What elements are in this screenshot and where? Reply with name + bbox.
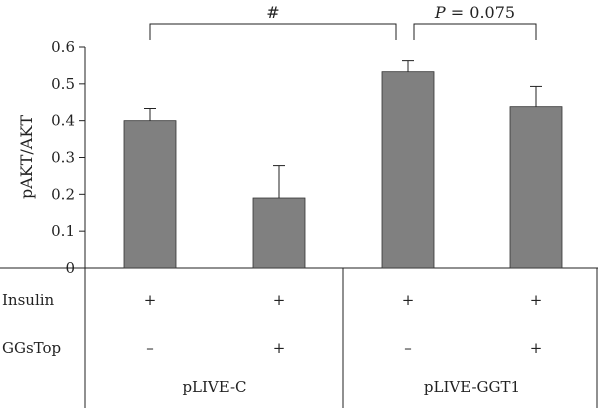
bar <box>509 106 563 269</box>
condition-symbol: + <box>402 291 415 309</box>
y-tick-label: 0.2 <box>51 185 75 203</box>
condition-label: Insulin <box>2 291 55 309</box>
y-axis: 0 0.1 0.2 0.3 0.4 0.5 0.6 <box>51 38 86 277</box>
condition-label: GGsTop <box>2 339 61 357</box>
significance-label: P = 0.075 <box>434 3 515 22</box>
significance-bracket <box>413 23 537 40</box>
condition-symbol: – <box>146 339 154 357</box>
bars <box>123 60 563 269</box>
condition-symbol: + <box>530 291 543 309</box>
bar <box>252 197 306 269</box>
y-tick-label: 0 <box>65 259 75 277</box>
y-axis-title: pAKT/AKT <box>17 115 36 199</box>
condition-symbol: + <box>530 339 543 357</box>
group-labels: pLIVE-C pLIVE-GGT1 <box>182 378 520 396</box>
condition-symbol: + <box>273 291 286 309</box>
significance-label: # <box>266 3 279 22</box>
y-tick-label: 0.4 <box>51 112 75 130</box>
y-tick-label: 0.6 <box>51 38 75 56</box>
significance-bracket <box>149 23 397 40</box>
significance-annotations: # P = 0.075 <box>149 3 537 40</box>
condition-rows: Insulin + + + + GGsTop – + – + <box>2 291 542 357</box>
condition-symbol: + <box>273 339 286 357</box>
y-tick-label: 0.5 <box>51 75 75 93</box>
bar <box>381 71 435 269</box>
y-tick-label: 0.3 <box>51 149 75 167</box>
group-label: pLIVE-C <box>182 378 246 396</box>
y-tick-label: 0.1 <box>51 222 75 240</box>
condition-symbol: + <box>144 291 157 309</box>
bar <box>123 120 177 269</box>
group-label: pLIVE-GGT1 <box>424 378 520 396</box>
condition-symbol: – <box>404 339 412 357</box>
